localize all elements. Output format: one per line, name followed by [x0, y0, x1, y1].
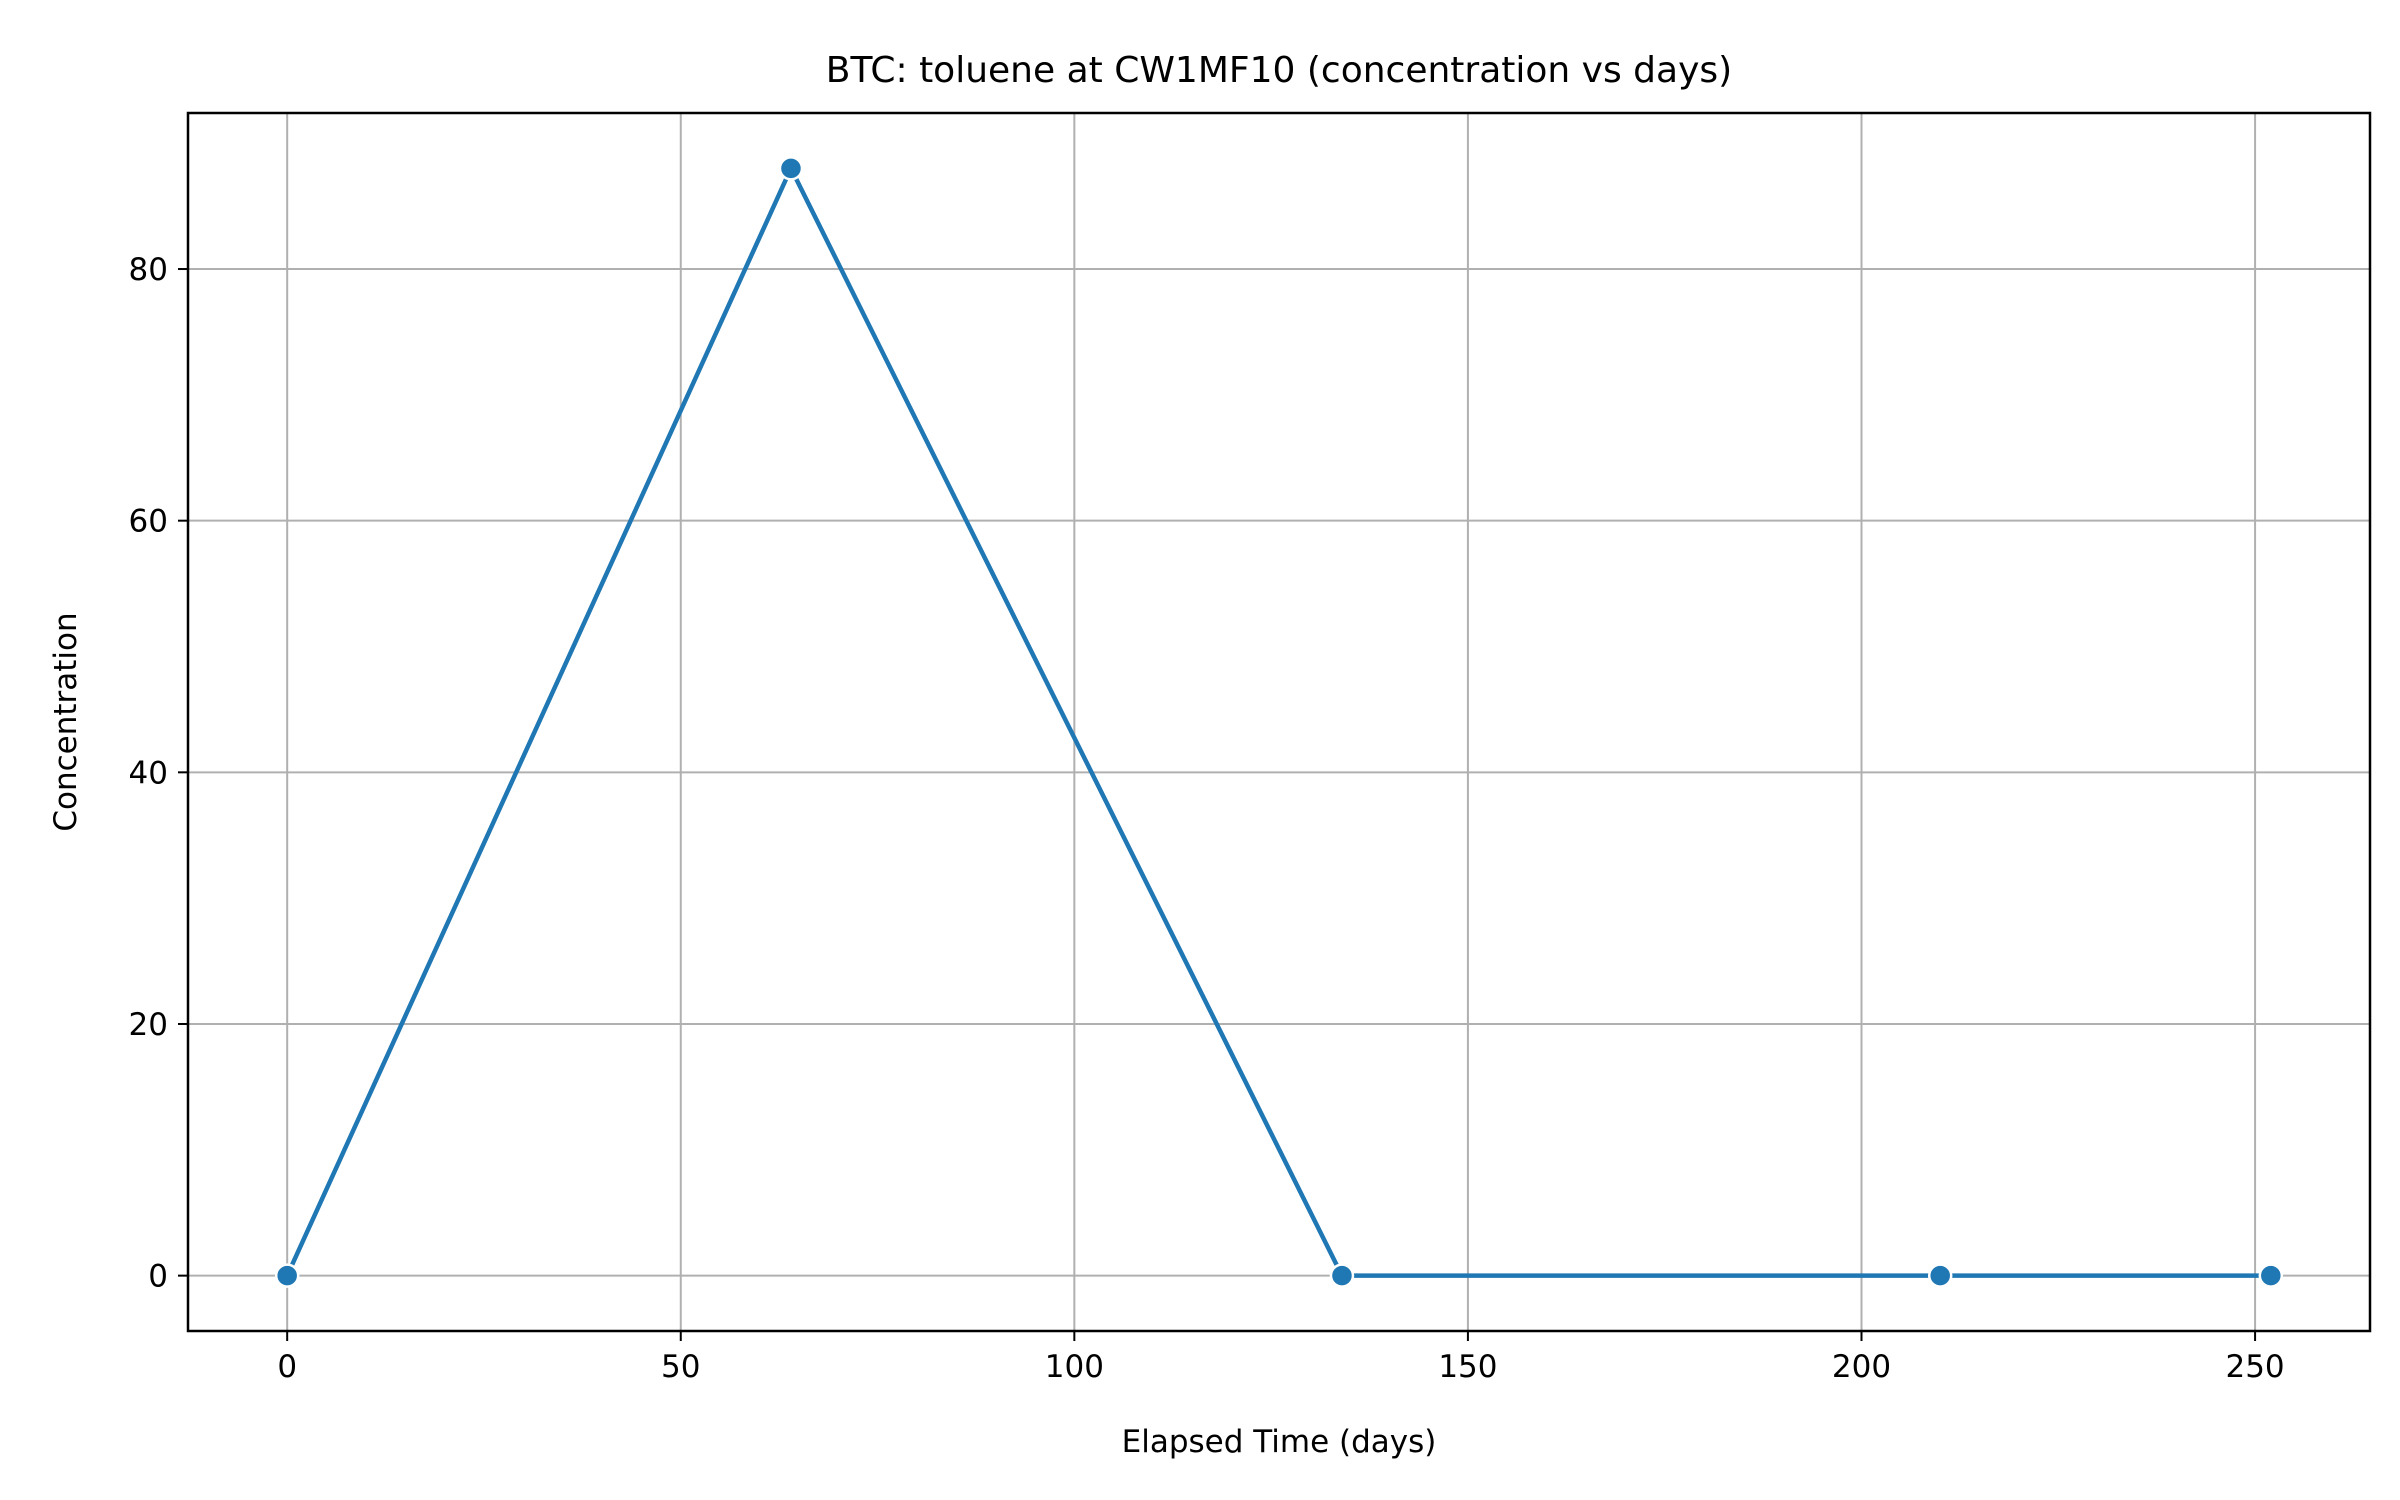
data-point	[1927, 1263, 1953, 1288]
plot-frame	[186, 111, 2372, 1333]
series-layer	[274, 156, 2284, 1288]
y-tick-label: 80	[129, 252, 168, 288]
data-point	[274, 1263, 300, 1288]
chart-title: BTC: toluene at CW1MF10 (concentration v…	[826, 50, 1732, 91]
axes: 0 50 100 150 200 250 0 20 40 60 80	[129, 252, 2285, 1385]
y-axis-label: Concentration	[48, 612, 84, 831]
x-tick-label: 100	[1045, 1349, 1104, 1385]
x-tick-label: 200	[1832, 1349, 1891, 1385]
data-point	[1329, 1263, 1355, 1288]
y-tick-label: 0	[148, 1259, 168, 1295]
x-tick-label: 150	[1438, 1349, 1497, 1385]
y-tick-label: 60	[129, 504, 168, 540]
x-tick-label: 0	[277, 1349, 297, 1385]
data-point	[778, 156, 804, 181]
x-tick-label: 250	[2225, 1349, 2284, 1385]
y-tick-label: 20	[129, 1007, 168, 1043]
x-axis-label: Elapsed Time (days)	[1122, 1424, 1437, 1460]
x-tick-label: 50	[661, 1349, 700, 1385]
y-tick-label: 40	[129, 755, 168, 791]
data-point	[2258, 1263, 2284, 1288]
